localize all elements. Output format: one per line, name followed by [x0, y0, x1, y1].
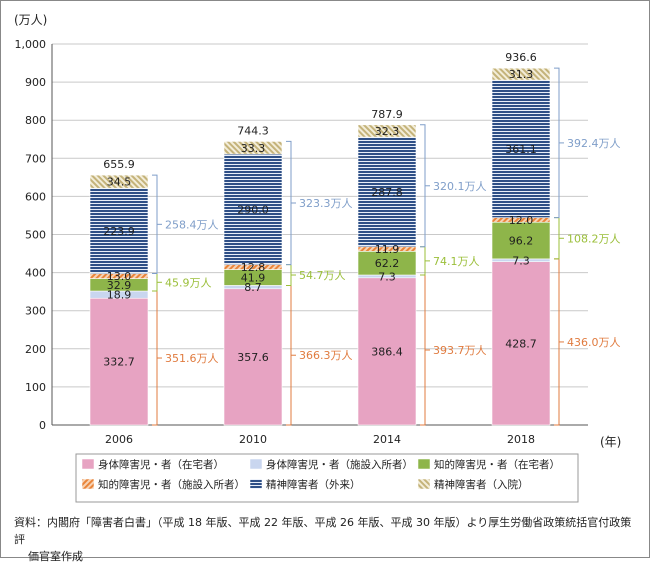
bar-segment: [89, 174, 149, 189]
group-bracket: [554, 258, 560, 426]
segment-label: 290.0: [237, 203, 269, 216]
group-total-label: 366.3万人: [299, 349, 353, 362]
segment-label: 96.2: [509, 235, 534, 248]
legend-label: 知的障害児・者（施設入所者）: [98, 478, 245, 491]
segment-label: 11.9: [375, 243, 400, 256]
group-total-label: 392.4万人: [567, 137, 621, 150]
bar-segment: [357, 277, 417, 426]
legend-label: 身体障害児・者（在宅者）: [98, 458, 224, 471]
segment-label: 428.7: [505, 337, 537, 350]
legend-label: 精神障害者（外来）: [266, 478, 361, 491]
group-total-label: 258.4万人: [165, 218, 219, 231]
group-bracket: [152, 273, 158, 292]
y-tick-label: 500: [25, 229, 46, 242]
segment-label: 31.3: [509, 68, 534, 81]
y-tick-label: 100: [25, 381, 46, 394]
group-bracket: [152, 174, 158, 275]
segment-label: 332.7: [103, 356, 135, 369]
source-line-2: 価官室作成: [28, 550, 83, 563]
y-tick-label: 1,000: [15, 38, 47, 51]
total-label: 936.6: [505, 51, 537, 64]
segment-label: 287.8: [371, 186, 403, 199]
segment-label: 62.2: [375, 257, 400, 270]
group-bracket: [420, 124, 426, 248]
bar-segment: [223, 153, 283, 265]
bar-segment: [357, 124, 417, 138]
legend-swatch: [417, 478, 431, 490]
group-total-label: 74.1万人: [433, 255, 480, 268]
legend-label: 知的障害児・者（在宅者）: [434, 458, 560, 471]
total-label: 787.9: [371, 108, 403, 121]
legend-swatch: [249, 478, 263, 490]
bar-segment: [357, 136, 417, 248]
segment-label: 8.7: [244, 281, 262, 294]
group-total-label: 436.0万人: [567, 336, 621, 349]
group-bracket: [420, 246, 426, 276]
segment-label: 357.6: [237, 351, 269, 364]
segment-label: 7.3: [512, 254, 530, 267]
bar-segment: [491, 67, 551, 81]
legend-swatch: [81, 478, 95, 490]
legend-swatch: [417, 458, 431, 470]
y-tick-label: 700: [25, 152, 46, 165]
y-tick-label: 800: [25, 114, 46, 127]
x-tick-label: 2018: [507, 433, 535, 446]
bar-segment: [89, 187, 149, 274]
x-axis-unit: (年): [600, 435, 621, 449]
legend-swatch: [249, 458, 263, 470]
group-bracket: [554, 217, 560, 260]
segment-label: 41.9: [241, 271, 266, 284]
segment-label: 34.5: [107, 176, 132, 189]
y-tick-label: 0: [39, 419, 46, 432]
source-note: 資料：内閣府「障害者白書」（平成 18 年版、平成 22 年版、平成 26 年版…: [14, 514, 640, 565]
segment-label: 32.3: [375, 125, 400, 138]
y-tick-label: 600: [25, 190, 46, 203]
source-line-1: 資料：内閣府「障害者白書」（平成 18 年版、平成 22 年版、平成 26 年版…: [14, 516, 632, 546]
y-tick-label: 400: [25, 267, 46, 280]
y-tick-label: 900: [25, 76, 46, 89]
segment-label: 13.0: [107, 270, 132, 283]
x-tick-label: 2010: [239, 433, 267, 446]
bar-segment: [491, 261, 551, 426]
legend-label: 精神障害者（入院）: [434, 478, 529, 491]
segment-label: 223.9: [103, 225, 135, 238]
legend-swatch: [81, 458, 95, 470]
group-bracket: [286, 140, 292, 266]
segment-label: 33.3: [241, 142, 266, 155]
bar-segment: [223, 288, 283, 426]
y-tick-label: 300: [25, 305, 46, 318]
group-bracket: [286, 284, 292, 426]
x-tick-label: 2014: [373, 433, 401, 446]
group-bracket: [420, 274, 426, 426]
y-tick-label: 200: [25, 343, 46, 356]
group-total-label: 320.1万人: [433, 180, 487, 193]
legend-label: 身体障害児・者（施設入所者）: [266, 458, 413, 471]
bar-segment: [223, 141, 283, 155]
group-total-label: 393.7万人: [433, 344, 487, 357]
segment-label: 32.9: [107, 279, 132, 292]
total-label: 655.9: [103, 158, 135, 171]
group-bracket: [554, 67, 560, 219]
segment-label: 386.4: [371, 345, 403, 358]
segment-label: 12.0: [509, 214, 534, 227]
group-total-label: 45.9万人: [165, 276, 212, 289]
segment-label: 18.9: [107, 289, 132, 302]
y-axis-unit: (万人): [14, 13, 47, 27]
segment-label: 361.1: [505, 143, 537, 156]
bar-segment: [89, 297, 149, 426]
segment-label: 12.8: [241, 261, 266, 274]
bar-segment: [491, 79, 551, 218]
group-total-label: 351.6万人: [165, 352, 219, 365]
group-total-label: 108.2万人: [567, 232, 621, 245]
group-bracket: [286, 264, 292, 286]
legend-box: [75, 453, 579, 503]
group-total-label: 54.7万人: [299, 269, 346, 282]
segment-label: 7.3: [378, 270, 396, 283]
bar-segment: [491, 221, 551, 260]
x-tick-label: 2006: [105, 433, 133, 446]
group-total-label: 323.3万人: [299, 197, 353, 210]
total-label: 744.3: [237, 124, 269, 137]
